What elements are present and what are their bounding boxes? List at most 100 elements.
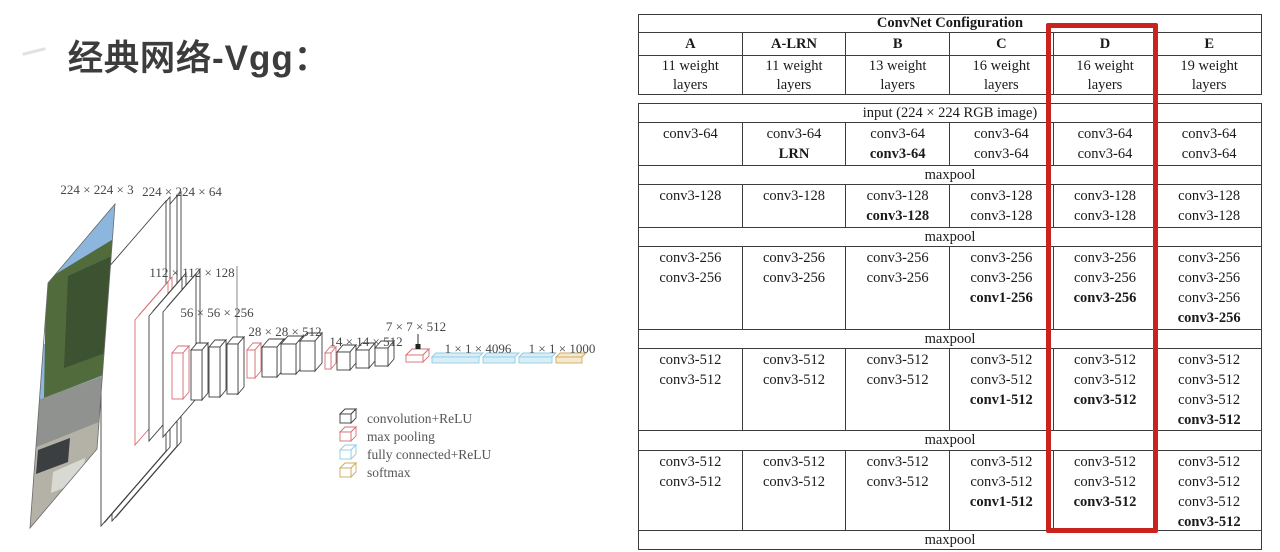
conv-layer-entry: conv3-128	[1073, 208, 1136, 224]
table-cell: conv3-64	[639, 123, 743, 165]
conv-layer-entry: conv3-512	[970, 352, 1033, 368]
conv-block-row: conv3-64 conv3-64 LRN conv3-64 conv3-64 conv3…	[639, 123, 1261, 166]
legend-label-softmax: softmax	[367, 465, 411, 480]
conv-layer-entry: conv3-512	[1177, 412, 1241, 428]
conv-layer-entry: conv3-512	[1073, 372, 1136, 388]
column-header-row: A A-LRN B C D E	[639, 33, 1261, 56]
convolution-icon	[338, 407, 358, 425]
fully-connected-icon	[338, 443, 358, 461]
conv-layer-entry: conv3-256	[970, 270, 1033, 286]
conv-layer-entry: conv3-512	[762, 474, 825, 490]
dim-label-conv1: 224 × 224 × 64	[142, 184, 222, 199]
maxpool-row: maxpool	[639, 531, 1261, 549]
conv-layer-entry: conv3-512	[866, 474, 929, 490]
conv-layer-entry: conv3-512	[659, 474, 722, 490]
table-cell: conv3-64 conv3-64	[1054, 123, 1158, 165]
convnet-configuration-table: ConvNet Configuration A A-LRN B C D E 11 weight…	[638, 14, 1262, 552]
conv-layer-entry: conv3-512	[970, 474, 1033, 490]
table-cell: conv3-128 conv3-128	[846, 185, 950, 227]
dim-label-conv5: 14 × 14 × 512	[329, 334, 402, 349]
conv-layer-entry: conv3-64	[1077, 146, 1133, 162]
maxpool-row: maxpool	[639, 431, 1261, 451]
legend-label-convolution: convolution+ReLU	[367, 411, 472, 426]
conv-layer-entry: conv3-512	[1178, 372, 1241, 388]
conv5-layer-cubes	[324, 339, 395, 372]
table-cell: conv3-128 conv3-128	[1157, 185, 1261, 227]
table-cell: conv3-512 conv3-512 conv1-512	[950, 451, 1054, 530]
table-cell: conv3-64 conv3-64	[950, 123, 1054, 165]
conv-layer-entry: conv3-256	[1073, 290, 1137, 306]
conv-layer-entry: conv3-256	[866, 250, 929, 266]
table-cell: conv3-512 conv3-512	[743, 349, 847, 430]
column-header-A-LRN: A-LRN	[743, 33, 847, 55]
maxpool-row: maxpool	[639, 166, 1261, 185]
conv-layer-entry: LRN	[778, 146, 810, 162]
conv-layer-entry: conv3-256	[1177, 310, 1241, 326]
conv-layer-entry: conv3-64	[1181, 146, 1237, 162]
conv-layer-entry: conv3-64	[1077, 126, 1133, 142]
max-pooling-icon	[338, 425, 358, 443]
table-cell: conv3-128 conv3-128	[950, 185, 1054, 227]
conv-layer-entry: conv3-128	[970, 208, 1033, 224]
table-cell: conv3-256 conv3-256	[846, 247, 950, 329]
column-subheader: 11 weight layers	[743, 56, 847, 94]
conv-layer-entry: conv3-512	[1073, 454, 1136, 470]
conv-layer-entry: conv3-512	[1073, 352, 1136, 368]
conv-layer-entry: conv3-64	[869, 146, 926, 162]
maxpool-row: maxpool	[639, 228, 1261, 247]
conv-layer-entry: conv3-128	[762, 188, 825, 204]
conv-layer-entry: conv3-128	[1073, 188, 1136, 204]
column-subheader: 11 weight layers	[639, 56, 743, 94]
table-cell: conv3-512 conv3-512 conv3-512 conv3-512	[1157, 451, 1261, 530]
column-subheader-row: 11 weight layers 11 weight layers 13 weigh…	[639, 56, 1261, 94]
maxpool-row: maxpool	[639, 330, 1261, 349]
conv-layer-entry: conv3-256	[866, 270, 929, 286]
conv-layer-entry: conv3-64	[973, 146, 1029, 162]
conv-layer-entry: conv3-64	[766, 126, 822, 142]
conv-layer-entry: conv3-512	[659, 352, 722, 368]
table-cell: conv3-128	[743, 185, 847, 227]
column-subheader: 16 weight layers	[1054, 56, 1158, 94]
conv-layer-entry: conv3-512	[1178, 494, 1241, 510]
dim-label-softmax: 1 × 1 × 1000	[529, 341, 596, 356]
conv-layer-entry: conv3-256	[762, 250, 825, 266]
column-header-D: D	[1054, 33, 1158, 55]
column-header-A: A	[639, 33, 743, 55]
conv-layer-entry: conv3-512	[1178, 474, 1241, 490]
conv-layer-entry: conv3-512	[659, 454, 722, 470]
vgg-architecture-diagram: 224 × 224 × 3 224 × 224 × 64 112 × 112 ×…	[29, 182, 596, 530]
conv-layer-entry: conv1-512	[969, 392, 1033, 408]
conv-layer-entry: conv3-128	[866, 208, 930, 224]
table-cell: conv3-512 conv3-512	[639, 451, 743, 530]
conv-layer-entry: conv3-128	[659, 188, 722, 204]
conv-layer-entry: conv3-512	[1177, 514, 1241, 530]
dim-label-pool5: 7 × 7 × 512	[386, 319, 446, 334]
conv-layer-entry: conv3-512	[762, 372, 825, 388]
conv-block-row: conv3-512 conv3-512 conv3-512 conv3-512 conv…	[639, 451, 1261, 531]
table-header-box: ConvNet Configuration A A-LRN B C D E 11 weight…	[638, 14, 1262, 95]
table-cell: conv3-64 LRN	[743, 123, 847, 165]
conv-layer-entry: conv1-512	[969, 494, 1033, 510]
conv3-layer-slabs	[171, 335, 245, 402]
conv-block-row: conv3-128 conv3-128 conv3-128 conv3-128 conv…	[639, 185, 1261, 228]
legend-label-fully-connected: fully connected+ReLU	[367, 447, 491, 462]
column-header-E: E	[1204, 36, 1214, 52]
table-cell: conv3-512 conv3-512 conv3-512	[1054, 349, 1158, 430]
page-title: 经典网络-Vgg：	[68, 39, 330, 78]
conv-layer-entry: conv3-128	[866, 188, 929, 204]
fc-layer-bars	[430, 352, 558, 364]
conv-layer-entry: conv3-64	[973, 126, 1029, 142]
column-subheader: 16 weight layers	[950, 56, 1054, 94]
legend: convolution+ReLU max pooling fully conne…	[338, 407, 491, 480]
column-subheader: 19 weight layers	[1180, 58, 1238, 93]
conv-layer-entry: conv3-256	[659, 250, 722, 266]
conv-layer-entry: conv3-512	[866, 352, 929, 368]
conv-layer-entry: conv3-512	[1073, 494, 1137, 510]
table-cell: conv3-64 conv3-64	[1157, 123, 1261, 165]
conv-layer-entry: conv3-512	[659, 372, 722, 388]
conv-layer-entry: conv3-256	[1178, 270, 1241, 286]
pointer-dot	[415, 344, 421, 349]
conv-layer-entry: conv3-256	[659, 270, 722, 286]
softmax-bar	[554, 352, 588, 364]
conv-layer-entry: conv3-128	[1178, 208, 1241, 224]
